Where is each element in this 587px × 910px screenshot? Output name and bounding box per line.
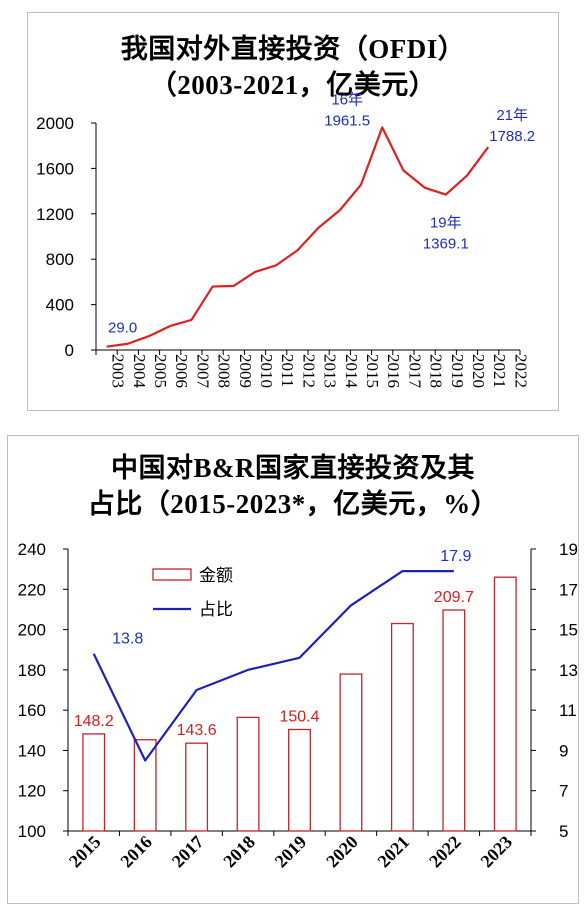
y-tick-label: 1600: [36, 159, 74, 178]
br-combo-chart: 100 120 140 160 180 200 220 240 5 7 9 11 13 15 17 19 201…: [18, 540, 578, 872]
x-tick-label: 2020: [322, 832, 362, 872]
x-tick-label: 2013: [321, 354, 340, 388]
x-tick-label: 2009: [236, 354, 255, 388]
x-tick-label: 2021: [490, 354, 509, 388]
bar-value-label: 148.2: [74, 713, 114, 730]
left-y-tick-label: 200: [18, 621, 46, 640]
x-tick-label: 2017: [168, 832, 208, 872]
x-tick-label: 2005: [151, 354, 170, 388]
right-y-tick-label: 5: [559, 822, 568, 841]
data-label-low-year: 19年: [430, 215, 462, 232]
x-tick-label: 2017: [405, 354, 424, 389]
y-tick-label: 800: [46, 250, 74, 269]
left-y-tick-label: 140: [18, 741, 46, 760]
right-y-tick-label: 19: [559, 540, 578, 559]
x-tick-label: 2022: [425, 832, 465, 872]
y-tick-label: 0: [65, 341, 74, 360]
x-tick-label: 2018: [219, 832, 259, 872]
right-y-tick-label: 7: [559, 782, 568, 801]
amount-bar: [493, 576, 517, 832]
x-tick-label: 2015: [363, 354, 382, 388]
amount-bar: [82, 733, 106, 832]
bar-value-label: 209.7: [434, 589, 474, 606]
x-tick-label: 2008: [215, 354, 234, 388]
right-y-tick-label: 9: [559, 741, 568, 760]
x-tick-label: 2019: [271, 832, 311, 872]
x-tick-label: 2020: [469, 354, 488, 388]
x-tick-label: 2012: [299, 354, 318, 388]
y-tick-label: 2000: [36, 114, 74, 133]
y-tick-label: 400: [46, 296, 74, 315]
y-tick-label: 1200: [36, 205, 74, 224]
x-tick-label: 2023: [477, 832, 517, 872]
right-y-tick-label: 15: [559, 621, 578, 640]
amount-bar: [288, 728, 311, 832]
amount-bar: [339, 673, 363, 832]
bar-value-label: 143.6: [177, 722, 217, 739]
left-y-tick-label: 180: [18, 661, 46, 680]
data-label-peak-year: 16年: [331, 91, 363, 108]
right-y-tick-label: 13: [559, 661, 578, 680]
left-y-tick-label: 100: [18, 822, 46, 841]
x-tick-label: 2007: [193, 354, 212, 389]
legend-line-label: 占比: [199, 600, 233, 619]
x-tick-label: 2016: [384, 354, 403, 388]
ofdi-chart-panel: 我国对外直接投资（OFDI） （2003-2021，亿美元） 0 400 800 12…: [27, 12, 559, 411]
ofdi-chart-subtitle: （2003-2021，亿美元）: [149, 70, 437, 100]
right-y-tick-label: 11: [559, 701, 577, 720]
legend-bar-swatch: [152, 568, 192, 581]
line-value-label: 13.8: [112, 631, 143, 648]
x-tick-label: 2003: [109, 354, 128, 388]
bar-value-label: 150.4: [279, 708, 319, 725]
x-tick-label: 2016: [116, 832, 156, 872]
x-tick-label: 2014: [342, 354, 361, 389]
amount-bar: [185, 742, 209, 832]
data-label-end-year: 21年: [496, 107, 528, 124]
br-chart-subtitle: 占比（2015-2023*，亿美元，%）: [87, 489, 499, 519]
x-tick-label: 2021: [374, 832, 414, 872]
ofdi-chart-title: 我国对外直接投资（OFDI）: [120, 34, 466, 64]
amount-bar: [133, 739, 157, 832]
br-chart-panel: 中国对B&R国家直接投资及其 占比（2015-2023*，亿美元，%） 100 1…: [7, 435, 579, 904]
x-tick-label: 2006: [172, 354, 191, 388]
left-y-tick-label: 220: [18, 580, 46, 599]
data-label-peak-value: 1961.5: [324, 112, 370, 129]
right-y-tick-label: 17: [559, 580, 578, 599]
data-label-low-value: 1369.1: [423, 236, 469, 253]
br-chart-title: 中国对B&R国家直接投资及其: [111, 453, 475, 483]
legend-bar-label: 金额: [199, 566, 233, 585]
x-tick-label: 2011: [278, 354, 297, 387]
amount-bar: [236, 716, 260, 832]
amount-bar: [390, 622, 414, 832]
left-y-tick-label: 120: [18, 782, 46, 801]
x-tick-label: 2004: [130, 354, 149, 389]
left-y-tick-label: 240: [18, 540, 46, 559]
left-y-tick-label: 160: [18, 701, 46, 720]
x-tick-label: 2022: [511, 354, 530, 388]
data-label-end-value: 1788.2: [489, 128, 535, 145]
amount-bar: [442, 609, 466, 832]
x-tick-label: 2015: [65, 832, 105, 872]
x-tick-label: 2018: [427, 354, 446, 388]
x-tick-label: 2019: [448, 354, 467, 388]
line-value-label: 17.9: [440, 548, 471, 565]
data-label-start: 29.0: [108, 320, 137, 337]
x-tick-label: 2010: [257, 354, 276, 388]
share-series-line: [92, 570, 454, 762]
